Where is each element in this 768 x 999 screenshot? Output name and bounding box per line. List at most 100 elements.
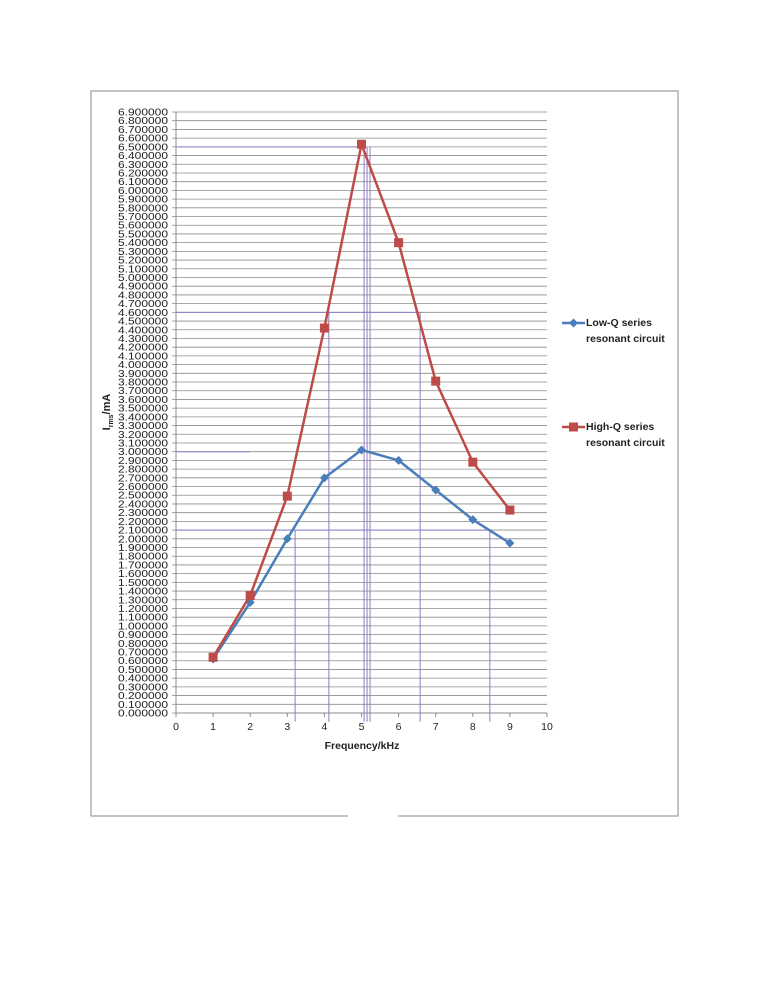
grid: 0.0000000.1000000.2000000.3000000.400000…: [118, 107, 553, 734]
x-axis-label: Frequency/kHz: [325, 740, 400, 752]
marker: [208, 652, 218, 662]
y-tick-label: 2.700000: [118, 472, 168, 484]
y-tick-label: 1.800000: [118, 551, 168, 563]
y-tick-label: 6.500000: [118, 141, 168, 153]
marker: [357, 139, 366, 149]
y-tick-label: 2.600000: [118, 481, 168, 493]
y-tick-label: 5.700000: [118, 211, 168, 223]
y-tick-label: 3.800000: [118, 377, 168, 389]
marker: [282, 491, 292, 501]
y-tick-label: 1.300000: [118, 594, 168, 606]
y-tick-label: 6.300000: [118, 159, 168, 171]
y-tick-label: 4.400000: [118, 324, 168, 336]
x-tick-label: 8: [470, 721, 476, 733]
y-tick-label: 5.600000: [118, 220, 168, 232]
y-tick-label: 1.400000: [118, 586, 168, 598]
y-tick-label: 6.700000: [118, 124, 168, 136]
legend-label: High-Q series resonant circuit: [586, 421, 665, 449]
y-tick-label: 5.500000: [118, 228, 168, 240]
y-tick-label: 6.800000: [118, 115, 168, 127]
y-tick-label: 0.000000: [118, 708, 168, 720]
y-tick-label: 1.200000: [118, 603, 168, 615]
y-tick-label: 0.900000: [118, 629, 168, 641]
y-tick-label: 0.300000: [118, 681, 168, 693]
y-tick-label: 5.300000: [118, 246, 168, 258]
marker: [468, 457, 478, 467]
x-tick-label: 9: [507, 721, 513, 733]
legend-entry: High-Q series resonant circuit: [586, 421, 665, 449]
y-tick-label: 5.200000: [118, 255, 168, 267]
y-tick-label: 1.500000: [118, 577, 168, 589]
y-tick-label: 0.200000: [118, 690, 168, 702]
x-tick-label: 1: [210, 721, 216, 733]
x-tick-label: 2: [247, 721, 253, 733]
y-tick-label: 3.600000: [118, 394, 168, 406]
x-tick-label: 10: [541, 721, 553, 733]
y-label-main: I: [101, 427, 113, 430]
legend-marker: [569, 318, 578, 328]
marker: [505, 505, 515, 515]
y-label-sub: rms: [108, 414, 115, 427]
x-tick-label: 3: [284, 721, 290, 733]
y-tick-label: 2.900000: [118, 455, 168, 467]
y-tick-label: 6.900000: [118, 107, 168, 119]
y-tick-label: 4.000000: [118, 359, 168, 371]
y-tick-label: 6.200000: [118, 167, 168, 179]
y-tick-label: 2.800000: [118, 464, 168, 476]
y-tick-label: 5.100000: [118, 263, 168, 275]
y-tick-label: 3.200000: [118, 429, 168, 441]
marker: [431, 376, 441, 386]
marks: Low-Q series resonant circuit High-Q seri…: [208, 139, 665, 664]
marker: [394, 238, 404, 248]
y-tick-label: 2.100000: [118, 525, 168, 537]
y-tick-label: 0.700000: [118, 647, 168, 659]
y-tick-label: 3.700000: [118, 385, 168, 397]
y-tick-label: 4.300000: [118, 333, 168, 345]
x-tick-label: 6: [396, 721, 402, 733]
y-tick-label: 1.600000: [118, 568, 168, 580]
y-tick-label: 2.200000: [118, 516, 168, 528]
y-tick-label: 1.700000: [118, 559, 168, 571]
y-tick-label: 4.600000: [118, 307, 168, 319]
y-tick-label: 5.000000: [118, 272, 168, 284]
y-tick-label: 2.300000: [118, 507, 168, 519]
marker: [357, 445, 366, 455]
y-tick-label: 0.800000: [118, 638, 168, 650]
y-axis-label: Irms/mA: [101, 394, 115, 431]
y-tick-label: 4.500000: [118, 316, 168, 328]
y-label-unit: /mA: [101, 394, 113, 415]
y-tick-label: 4.800000: [118, 289, 168, 301]
y-tick-label: 4.700000: [118, 298, 168, 310]
x-tick-label: 0: [173, 721, 179, 733]
marker: [319, 473, 329, 483]
y-tick-label: 3.500000: [118, 403, 168, 415]
marker: [468, 515, 478, 525]
marker: [245, 590, 255, 600]
marker: [282, 534, 292, 544]
y-tick-label: 0.100000: [118, 699, 168, 711]
marker: [505, 538, 515, 548]
y-tick-label: 6.100000: [118, 176, 168, 188]
y-tick-label: 0.400000: [118, 673, 168, 685]
guides: [176, 146, 491, 722]
marker: [319, 323, 329, 333]
legend-marker: [569, 422, 578, 432]
marker: [394, 455, 404, 465]
y-tick-label: 4.100000: [118, 350, 168, 362]
y-tick-label: 3.000000: [118, 446, 168, 458]
y-tick-label: 1.900000: [118, 542, 168, 554]
y-tick-label: 2.400000: [118, 498, 168, 510]
y-tick-label: 4.200000: [118, 342, 168, 354]
y-tick-label: 5.400000: [118, 237, 168, 249]
y-tick-label: 3.400000: [118, 411, 168, 423]
marker: [431, 485, 441, 495]
y-tick-label: 1.000000: [118, 620, 168, 632]
y-tick-label: 0.600000: [118, 655, 168, 667]
y-tick-label: 4.900000: [118, 281, 168, 293]
y-tick-label: 6.000000: [118, 185, 168, 197]
y-tick-label: 0.500000: [118, 664, 168, 676]
y-tick-label: 2.500000: [118, 490, 168, 502]
x-tick-label: 4: [321, 721, 327, 733]
